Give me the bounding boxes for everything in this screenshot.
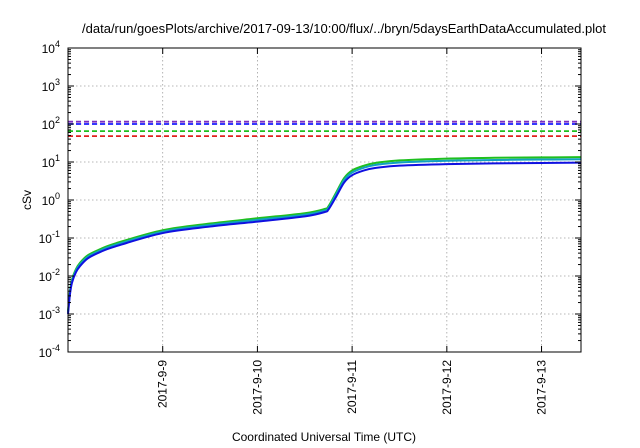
y-tick-label: 102	[42, 115, 60, 132]
y-tick-label: 100	[42, 191, 60, 208]
reference-lines	[68, 120, 581, 138]
y-axis-label: cSv	[20, 190, 34, 210]
y-tick-label: 10-1	[39, 229, 60, 246]
x-tick-label: 2017-9-10	[250, 360, 264, 415]
y-tick-label: 10-3	[39, 305, 60, 322]
y-axis-ticks: 10-4 10-3 10-2 10-1 100 101 102 103 104	[39, 39, 581, 360]
series-line	[67, 161, 582, 315]
y-tick-label: 101	[42, 153, 60, 170]
x-tick-label: 2017-9-11	[345, 360, 359, 414]
x-tick-label: 2017-9-9	[156, 360, 170, 408]
x-axis-label: Coordinated Universal Time (UTC)	[232, 430, 416, 444]
series-lines	[67, 156, 582, 315]
grid	[68, 48, 581, 352]
x-axis-ticks: 2017-9-9 2017-9-10 2017-9-11 2017-9-12 2017-…	[156, 48, 549, 415]
y-tick-label: 10-2	[39, 267, 60, 284]
series-line	[67, 158, 582, 313]
series-line	[67, 156, 582, 312]
y-tick-label: 10-4	[39, 343, 60, 360]
x-tick-label: 2017-9-12	[440, 360, 454, 415]
chart-title: /data/run/goesPlots/archive/2017-09-13/1…	[82, 21, 606, 36]
x-tick-label: 2017-9-13	[535, 360, 549, 415]
y-tick-label: 103	[42, 77, 60, 94]
y-tick-label: 104	[42, 39, 60, 56]
